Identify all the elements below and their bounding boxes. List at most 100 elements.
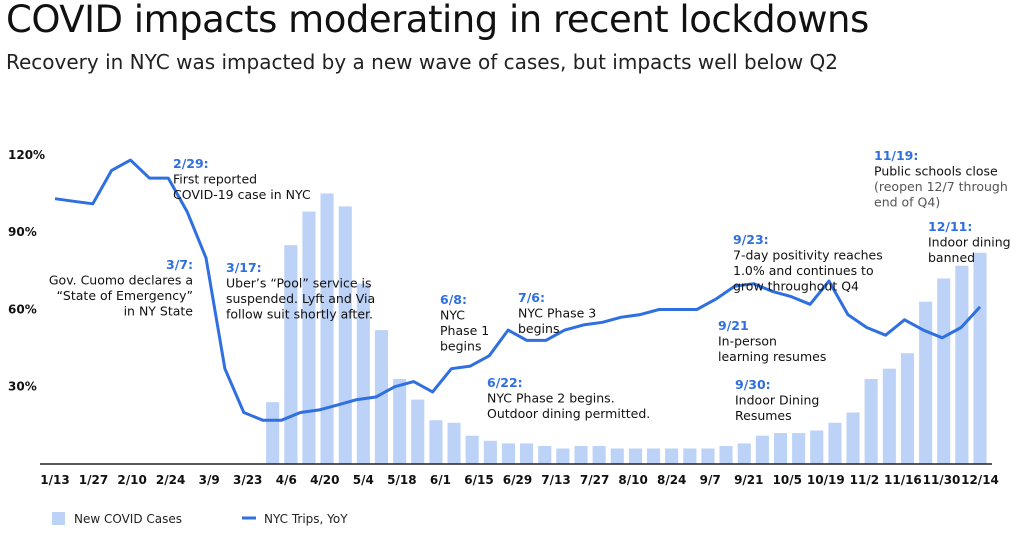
cases-bar xyxy=(483,440,497,464)
annotation-text: 1.0% and continues to xyxy=(733,263,874,278)
cases-bar xyxy=(755,435,769,464)
annotation-text: learning resumes xyxy=(718,349,826,364)
cases-bars xyxy=(266,193,987,464)
x-tick-label: 2/24 xyxy=(156,473,185,487)
cases-bar xyxy=(719,446,733,464)
cases-bar xyxy=(846,412,860,464)
annotation-text: NYC xyxy=(440,308,465,323)
annotation-date: 3/7: xyxy=(166,257,193,272)
x-tick-label: 8/10 xyxy=(618,473,647,487)
annotation-date: 6/8: xyxy=(440,292,467,307)
annotation-text: begins xyxy=(518,321,559,336)
x-tick-label: 7/13 xyxy=(541,473,570,487)
annotation-text: banned xyxy=(928,250,975,265)
annotation-date: 9/21 xyxy=(718,318,749,333)
cases-bar xyxy=(320,193,334,464)
cases-bar xyxy=(592,446,606,464)
x-tick-label: 3/23 xyxy=(233,473,262,487)
x-tick-label: 8/24 xyxy=(657,473,686,487)
cases-bar xyxy=(556,448,570,464)
cases-bar xyxy=(792,433,806,464)
x-tick-label: 2/10 xyxy=(117,473,146,487)
cases-bar xyxy=(501,443,515,464)
annotation-text: begins xyxy=(440,339,481,354)
cases-bar xyxy=(919,301,933,464)
x-tick-label: 7/27 xyxy=(580,473,609,487)
annotation-text: Public schools close xyxy=(874,164,998,179)
annotation-text: NYC Phase 3 xyxy=(518,306,596,321)
x-axis: 1/13 1/27 2/10 2/24 3/9 3/23 4/6 4/20 5/4 5/18 6/1… xyxy=(40,473,999,487)
annotation-date: 3/17: xyxy=(226,260,262,275)
annotation-text: Indoor dining xyxy=(928,235,1011,250)
annotation-text: Gov. Cuomo declares a xyxy=(49,273,193,288)
annotation: 3/7:Gov. Cuomo declares a“State of Emerg… xyxy=(49,257,193,319)
x-tick-label: 4/6 xyxy=(276,473,297,487)
annotation-text: “State of Emergency” xyxy=(56,288,193,303)
x-tick-label: 9/7 xyxy=(700,473,721,487)
cases-bar xyxy=(647,448,661,464)
annotation: 6/22:NYC Phase 2 begins.Outdoor dining p… xyxy=(487,375,650,421)
cases-bar xyxy=(955,265,969,464)
cases-bar xyxy=(683,448,697,464)
cases-bar xyxy=(864,379,878,464)
annotation-text: 7-day positivity reaches xyxy=(733,248,883,263)
cases-bar xyxy=(266,402,280,464)
cases-bar xyxy=(574,446,588,464)
x-tick-label: 5/4 xyxy=(353,473,374,487)
annotation: 11/19:Public schools close(reopen 12/7 t… xyxy=(874,148,1008,210)
annotation-text: Phase 1 xyxy=(440,323,489,338)
annotation-text: Resumes xyxy=(735,408,792,423)
x-tick-label: 9/21 xyxy=(734,473,763,487)
x-tick-label: 6/1 xyxy=(430,473,451,487)
cases-bar xyxy=(302,211,316,464)
page-subtitle: Recovery in NYC was impacted by a new wa… xyxy=(6,50,839,74)
x-tick-label: 11/16 xyxy=(884,473,922,487)
annotation-date: 12/11: xyxy=(928,219,972,234)
cases-bar xyxy=(538,446,552,464)
cases-bar xyxy=(973,252,987,464)
cases-bar xyxy=(628,448,642,464)
cases-bar xyxy=(665,448,679,464)
annotation-date: 2/29: xyxy=(173,156,209,171)
y-axis: 30% 60% 90% 120% xyxy=(8,148,45,394)
x-tick-label: 6/29 xyxy=(503,473,532,487)
annotation-date: 6/22: xyxy=(487,375,523,390)
legend-label-cases: New COVID Cases xyxy=(74,512,182,526)
annotation-date: 11/19: xyxy=(874,148,918,163)
cases-bar xyxy=(810,430,824,464)
annotation-text: Uber’s “Pool” service is xyxy=(226,276,372,291)
annotation: 3/17:Uber’s “Pool” service issuspended. … xyxy=(226,260,375,322)
annotation-text: In-person xyxy=(718,334,777,349)
legend-swatch-cases xyxy=(52,512,65,525)
annotation-text: NYC Phase 2 begins. xyxy=(487,391,615,406)
annotation-text: Outdoor dining permitted. xyxy=(487,406,650,421)
cases-bar xyxy=(520,443,534,464)
cases-bar xyxy=(701,448,715,464)
annotation-date: 7/6: xyxy=(518,290,545,305)
annotation-text: in NY State xyxy=(124,304,194,319)
x-tick-label: 11/2 xyxy=(850,473,879,487)
cases-bar xyxy=(338,206,352,464)
cases-bar xyxy=(774,433,788,464)
x-tick-label: 1/13 xyxy=(40,473,69,487)
annotation-text: Indoor Dining xyxy=(735,393,819,408)
annotation-text: grow throughout Q4 xyxy=(733,279,859,294)
cases-bar xyxy=(937,278,951,464)
x-tick-label: 11/30 xyxy=(923,473,961,487)
annotation-text: follow suit shortly after. xyxy=(226,307,373,322)
cases-bar xyxy=(465,435,479,464)
cases-bar xyxy=(393,379,407,464)
legend-label-trips: NYC Trips, YoY xyxy=(264,512,348,526)
x-tick-label: 4/20 xyxy=(310,473,339,487)
x-tick-label: 1/27 xyxy=(79,473,108,487)
page-title: COVID impacts moderating in recent lockd… xyxy=(6,0,869,41)
cases-bar xyxy=(882,368,896,464)
y-tick-label: 30% xyxy=(8,380,37,394)
x-tick-label: 12/14 xyxy=(961,473,999,487)
